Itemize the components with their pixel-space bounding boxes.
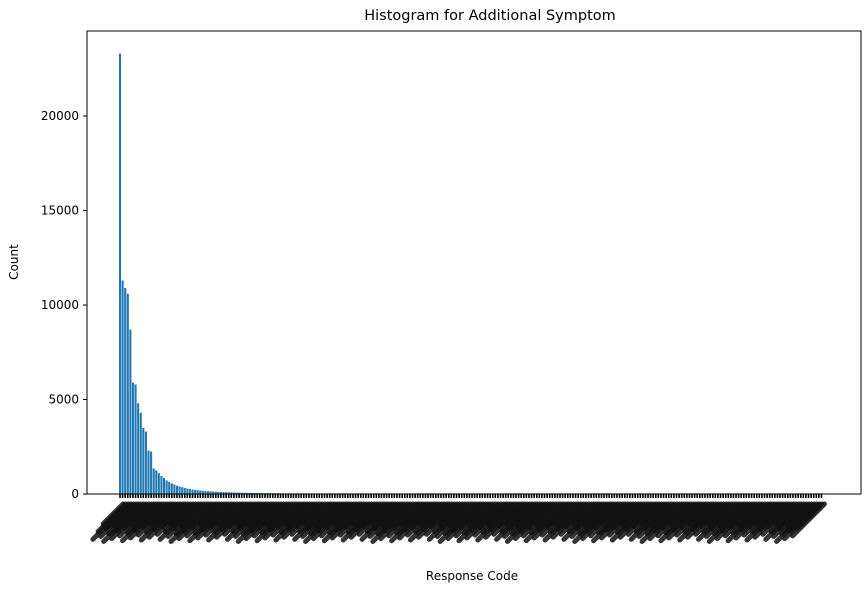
bar (144, 431, 147, 494)
y-tick-label: 0 (71, 487, 79, 501)
bar (222, 492, 225, 494)
bar (160, 476, 163, 494)
bar (194, 489, 197, 494)
bar (225, 492, 228, 494)
y-tick-label: 20000 (41, 109, 79, 123)
x-axis-label: Response Code (426, 569, 518, 583)
bar (253, 492, 256, 494)
bar (147, 450, 150, 494)
x-tick-label (790, 501, 827, 539)
bar (181, 487, 184, 494)
bar (248, 492, 251, 494)
bar (219, 491, 223, 494)
bar (209, 491, 212, 494)
bar (134, 384, 137, 494)
bar (251, 492, 254, 494)
bar (155, 470, 158, 494)
bar-series (119, 53, 823, 495)
bar (139, 412, 142, 494)
bar (207, 491, 210, 494)
bar (157, 473, 160, 494)
bar (165, 480, 168, 494)
chart-title: Histogram for Additional Symptom (364, 8, 616, 24)
bar (186, 488, 189, 494)
bar (124, 288, 127, 494)
bar (173, 484, 176, 494)
bar (199, 490, 202, 494)
bar (227, 492, 230, 494)
bar (170, 483, 173, 494)
y-axis-ticks: 0 5000 10000 15000 20000 (41, 109, 87, 501)
bar (178, 486, 181, 494)
bar (152, 468, 155, 494)
bar (129, 329, 132, 494)
bar (163, 477, 166, 494)
bar (217, 491, 220, 494)
bar (168, 481, 171, 494)
bar (191, 489, 194, 494)
bar (119, 53, 122, 495)
bar (240, 492, 243, 494)
bar (212, 491, 215, 494)
y-axis-label: Count (7, 244, 21, 280)
bar (238, 492, 241, 494)
bar (230, 492, 233, 494)
y-tick-label: 15000 (41, 204, 79, 218)
y-tick-label: 10000 (41, 298, 79, 312)
bar (201, 490, 204, 494)
y-tick-label: 5000 (48, 393, 79, 407)
bar (150, 451, 153, 494)
bar (243, 492, 246, 494)
plot-frame (86, 30, 862, 495)
bar (131, 382, 135, 494)
bar (235, 492, 238, 494)
bar (137, 403, 140, 494)
bar (126, 293, 129, 494)
bar (183, 487, 186, 494)
x-axis-ticks (90, 494, 827, 544)
bar (196, 490, 199, 494)
bar (232, 492, 235, 494)
bar (214, 491, 217, 494)
bar (142, 427, 145, 494)
bar (188, 488, 191, 494)
bar (245, 492, 248, 494)
bar (204, 490, 207, 494)
bar (175, 485, 179, 494)
bar (121, 280, 124, 494)
